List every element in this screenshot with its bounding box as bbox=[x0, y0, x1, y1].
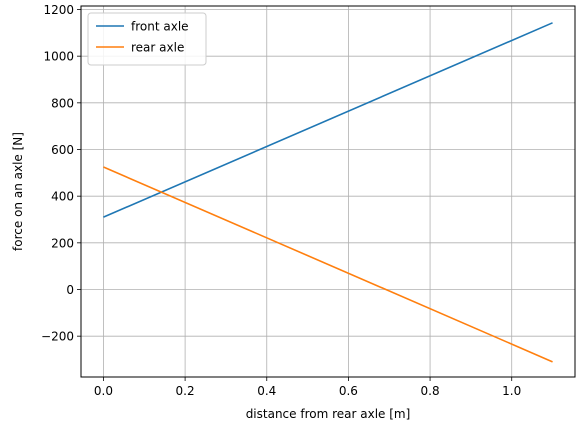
y-tick-label: 1000 bbox=[43, 50, 74, 64]
y-tick-label: 800 bbox=[51, 96, 74, 110]
legend-label: front axle bbox=[131, 20, 189, 34]
series-line-front-axle bbox=[103, 22, 553, 218]
y-tick-label: 400 bbox=[51, 190, 74, 204]
x-axis-ticks: 0.0 0.2 0.4 0.6 0.8 1.0 bbox=[94, 377, 521, 398]
y-tick-label: 600 bbox=[51, 143, 74, 157]
legend-label: rear axle bbox=[131, 41, 184, 55]
x-tick-label: 1.0 bbox=[502, 384, 521, 398]
y-tick-label: −200 bbox=[41, 330, 74, 344]
legend: front axle rear axle bbox=[87, 12, 207, 66]
y-axis-ticks: −200 0 200 400 600 800 1000 1200 bbox=[41, 3, 81, 344]
series-layer bbox=[103, 22, 553, 363]
plot-frame bbox=[80, 5, 576, 378]
x-tick-label: 0.6 bbox=[339, 384, 358, 398]
series-line-rear-axle bbox=[103, 166, 553, 363]
y-tick-label: 0 bbox=[66, 283, 74, 297]
x-tick-label: 0.4 bbox=[257, 384, 276, 398]
x-tick-label: 0.2 bbox=[176, 384, 195, 398]
x-tick-label: 0.8 bbox=[421, 384, 440, 398]
y-axis-label: force on an axle [N] bbox=[11, 132, 25, 251]
x-axis-label: distance from rear axle [m] bbox=[246, 407, 411, 421]
y-tick-label: 1200 bbox=[43, 3, 74, 17]
grid bbox=[81, 6, 575, 377]
y-tick-label: 200 bbox=[51, 236, 74, 250]
x-tick-label: 0.0 bbox=[94, 384, 113, 398]
